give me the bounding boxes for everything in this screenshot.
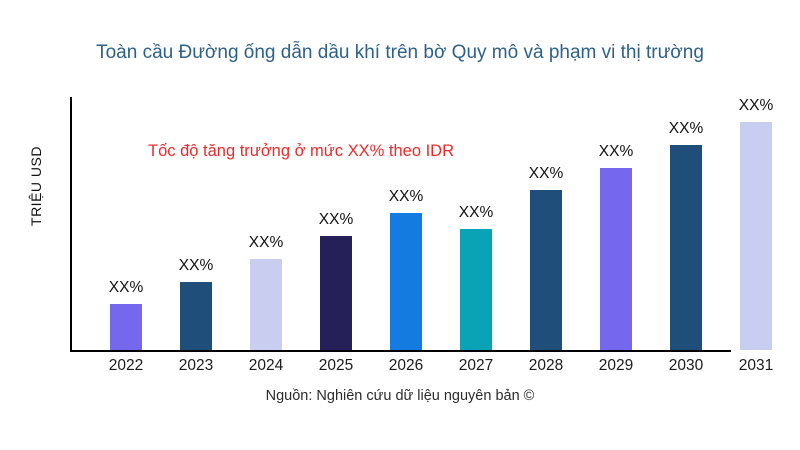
bar-value-label-2028: XX% [528, 165, 564, 182]
bar-2025 [320, 236, 352, 350]
x-tick-label-2024: 2024 [248, 357, 284, 374]
bar-2030 [670, 145, 702, 350]
x-tick-label-2022: 2022 [108, 357, 144, 374]
growth-rate-annotation: Tốc độ tăng trưởng ở mức XX% theo IDR [148, 142, 455, 160]
bar-2024 [250, 259, 282, 350]
y-axis-label: TRIỆU USD [28, 146, 44, 226]
bar-2027 [460, 229, 492, 350]
x-tick-label-2026: 2026 [388, 357, 424, 374]
bar-value-label-2024: XX% [248, 234, 284, 251]
x-tick-label-2029: 2029 [598, 357, 634, 374]
x-tick-label-2025: 2025 [318, 357, 354, 374]
y-axis-line [70, 97, 72, 351]
bar-2022 [110, 304, 142, 350]
bar-value-label-2029: XX% [598, 143, 634, 160]
x-tick-label-2027: 2027 [458, 357, 494, 374]
bar-value-label-2027: XX% [458, 204, 494, 221]
x-axis-line [70, 350, 731, 352]
x-tick-label-2023: 2023 [178, 357, 214, 374]
bar-2028 [530, 190, 562, 350]
bar-value-label-2031: XX% [738, 97, 774, 114]
bar-2023 [180, 282, 212, 350]
x-tick-label-2028: 2028 [528, 357, 564, 374]
source-note: Nguồn: Nghiên cứu dữ liệu nguyên bản © [265, 388, 535, 404]
bar-2026 [390, 213, 422, 350]
bar-value-label-2030: XX% [668, 120, 704, 137]
bar-2031 [740, 122, 772, 350]
x-tick-label-2031: 2031 [738, 357, 774, 374]
bar-value-label-2025: XX% [318, 211, 354, 228]
bar-2029 [600, 168, 632, 350]
bar-value-label-2026: XX% [388, 188, 424, 205]
bar-value-label-2022: XX% [108, 279, 144, 296]
bar-value-label-2023: XX% [178, 257, 214, 274]
chart-title: Toàn cầu Đường ống dẫn dầu khí trên bờ Q… [96, 42, 704, 63]
x-tick-label-2030: 2030 [668, 357, 704, 374]
